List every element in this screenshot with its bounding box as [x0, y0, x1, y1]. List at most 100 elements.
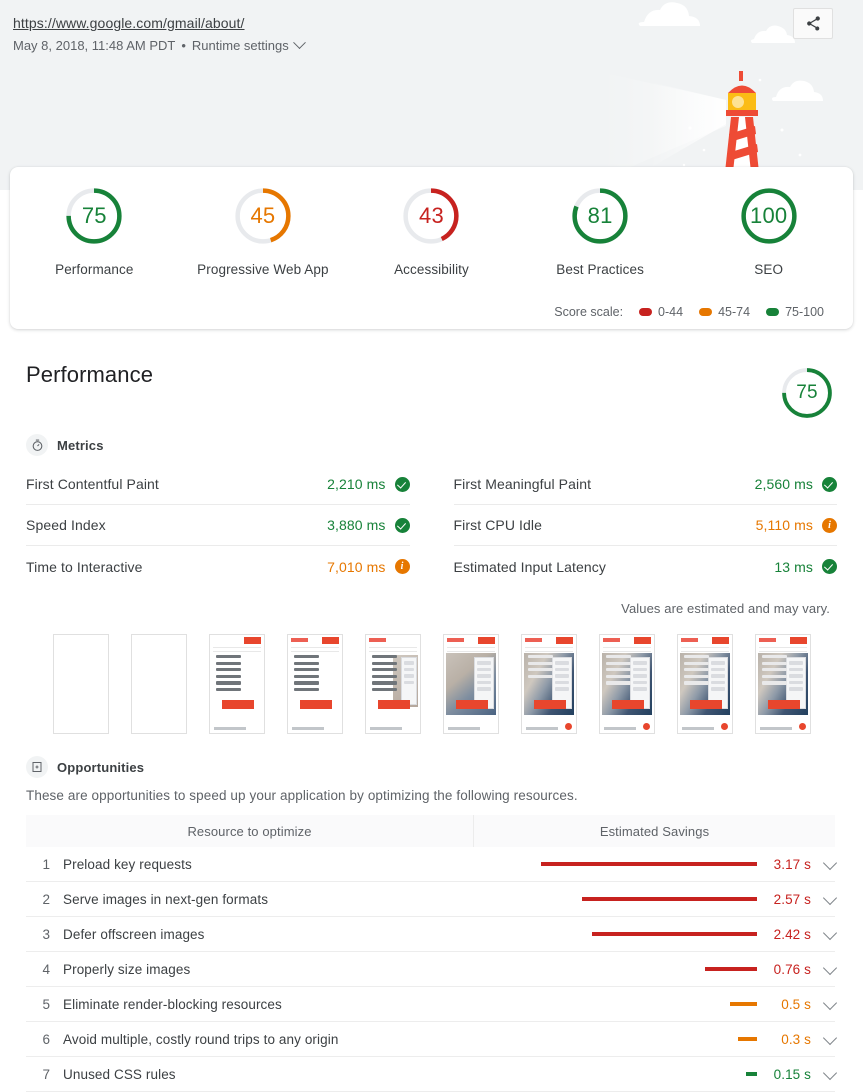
filmstrip-thumbnail[interactable]: [442, 634, 499, 734]
gauge-value: 81: [587, 203, 613, 228]
table-row[interactable]: 1 Preload key requests 3.17 s: [26, 847, 838, 882]
gauge-arc: [66, 188, 122, 244]
gauge-value: 100: [750, 203, 788, 228]
info-circle-icon: [394, 559, 410, 574]
gauge-arc: [235, 188, 291, 244]
savings-bar: [582, 897, 757, 901]
metric-row[interactable]: Speed Index 3,880 ms: [26, 505, 410, 546]
check-circle-icon: [822, 476, 837, 492]
table-row[interactable]: 5 Eliminate render-blocking resources 0.…: [26, 987, 838, 1022]
runtime-settings-toggle[interactable]: Runtime settings: [191, 38, 289, 53]
share-icon: [806, 16, 820, 31]
filmstrip-thumbnail[interactable]: [208, 634, 265, 734]
opportunities-group-label: Opportunities: [57, 759, 145, 775]
savings-value: 0.3 s: [781, 1031, 811, 1047]
table-row[interactable]: 2 Serve images in next-gen formats 2.57 …: [26, 882, 838, 917]
opportunities-group-header: Opportunities: [0, 734, 863, 778]
metric-value-group: 2,560 ms: [755, 476, 837, 492]
metric-row[interactable]: Time to Interactive 7,010 ms: [26, 546, 410, 587]
share-button[interactable]: [793, 8, 833, 39]
scale-item-pass: 75-100: [766, 305, 824, 319]
chevron-down-icon[interactable]: [822, 925, 838, 940]
table-row[interactable]: 6 Avoid multiple, costly round trips to …: [26, 1022, 838, 1057]
report-subline: May 8, 2018, 11:48 AM PDT • Runtime sett…: [13, 36, 306, 54]
metric-label: First Contentful Paint: [26, 476, 159, 492]
audited-url-link[interactable]: https://www.google.com/gmail/about/: [13, 15, 245, 31]
metric-value: 2,210 ms: [327, 476, 386, 492]
savings-value: 0.5 s: [781, 996, 811, 1012]
score-gauge-seo[interactable]: 100 SEO: [684, 185, 853, 277]
metric-row[interactable]: First CPU Idle 5,110 ms: [453, 505, 837, 546]
performance-section-header: Performance 75: [0, 340, 863, 421]
filmstrip-thumbnail[interactable]: [130, 634, 187, 734]
metric-value: 13 ms: [774, 558, 813, 575]
row-savings-group: 0.76 s: [705, 960, 838, 977]
metrics-group-label: Metrics: [57, 437, 104, 453]
metric-row[interactable]: Estimated Input Latency 13 ms: [453, 546, 837, 587]
report-timestamp: May 8, 2018, 11:48 AM PDT: [13, 38, 176, 53]
row-savings-group: 0.3 s: [738, 1030, 838, 1047]
scale-range: 0-44: [658, 305, 684, 319]
savings-value: 3.17 s: [773, 856, 811, 872]
filmstrip-thumbnail[interactable]: [676, 634, 733, 734]
metrics-grid: First Contentful Paint 2,210 ms Speed In…: [0, 456, 863, 587]
chevron-down-icon[interactable]: [292, 36, 306, 50]
row-savings-group: 3.17 s: [541, 855, 838, 872]
report-meta: https://www.google.com/gmail/about/ May …: [13, 14, 306, 54]
metrics-column-left: First Contentful Paint 2,210 ms Speed In…: [26, 464, 432, 587]
metric-value-group: 3,880 ms: [327, 517, 410, 533]
row-title: Serve images in next-gen formats: [63, 891, 269, 907]
chevron-down-icon[interactable]: [822, 855, 838, 870]
page-title: Performance: [26, 362, 154, 387]
chevron-down-icon[interactable]: [822, 890, 838, 905]
metric-value: 7,010 ms: [327, 558, 386, 575]
row-index: 1: [42, 856, 50, 872]
gauge-value: 45: [250, 203, 276, 228]
table-row[interactable]: 4 Properly size images 0.76 s: [26, 952, 838, 987]
info-circle-icon: [822, 517, 837, 533]
gauge-ring: 43: [400, 185, 462, 247]
table-row[interactable]: 3 Defer offscreen images 2.42 s: [26, 917, 838, 952]
chevron-down-icon[interactable]: [822, 960, 838, 975]
savings-bar: [738, 1037, 757, 1041]
filmstrip-thumbnail[interactable]: [364, 634, 421, 734]
row-index: 4: [42, 961, 50, 977]
filmstrip-thumbnail[interactable]: [520, 634, 577, 734]
screenshot-filmstrip: [0, 616, 863, 734]
metric-label: Time to Interactive: [26, 558, 143, 575]
filmstrip-thumbnail[interactable]: [754, 634, 811, 734]
gauge-label: SEO: [754, 262, 784, 277]
check-circle-icon: [822, 559, 837, 574]
score-gauge-best-practices[interactable]: 81 Best Practices: [516, 185, 685, 277]
metric-label: First CPU Idle: [453, 517, 543, 533]
check-circle-icon: [394, 476, 410, 492]
gauge-value: 43: [419, 203, 444, 228]
score-gauge-accessibility[interactable]: 43 Accessibility: [347, 185, 516, 277]
lighthouse-illustration: [600, 2, 844, 190]
score-gauge-pwa[interactable]: 45 Progressive Web App: [179, 185, 348, 277]
metrics-column-right: First Meaningful Paint 2,560 ms First CP…: [432, 464, 837, 587]
score-gauges: 75 Performance 45 Progressive Web App 43: [10, 167, 853, 277]
filmstrip-thumbnail[interactable]: [598, 634, 655, 734]
table-row[interactable]: 7 Unused CSS rules 0.15 s: [26, 1057, 838, 1092]
chevron-down-icon[interactable]: [822, 995, 838, 1010]
score-gauge-performance[interactable]: 75 Performance: [10, 185, 179, 277]
gauge-ring: 75: [63, 185, 125, 247]
filmstrip-thumbnail[interactable]: [286, 634, 343, 734]
scale-item-fail: 0-44: [639, 305, 683, 319]
gauge-ring: 81: [569, 185, 631, 247]
metric-label: Speed Index: [26, 517, 106, 533]
chevron-down-icon[interactable]: [822, 1030, 838, 1045]
chevron-down-icon[interactable]: [822, 1065, 838, 1080]
filmstrip-thumbnail[interactable]: [52, 634, 109, 734]
gauge-arc: [782, 368, 832, 418]
metric-value: 2,560 ms: [754, 476, 813, 492]
stopwatch-icon: [26, 434, 48, 456]
scale-item-average: 45-74: [699, 305, 750, 319]
performance-score-gauge[interactable]: 75: [779, 365, 835, 421]
row-savings-group: 0.5 s: [730, 995, 838, 1012]
metric-label: Estimated Input Latency: [453, 558, 606, 575]
table-header-row: Resource to optimize Estimated Savings: [26, 815, 835, 847]
metric-row[interactable]: First Meaningful Paint 2,560 ms: [453, 464, 837, 505]
metric-row[interactable]: First Contentful Paint 2,210 ms: [26, 464, 410, 505]
